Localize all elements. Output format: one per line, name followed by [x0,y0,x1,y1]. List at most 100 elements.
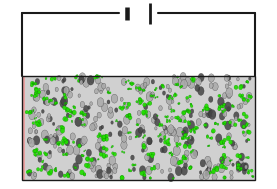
Ellipse shape [127,132,129,134]
Ellipse shape [159,138,163,143]
Ellipse shape [34,82,37,85]
Ellipse shape [169,95,171,97]
Ellipse shape [34,153,36,156]
Ellipse shape [196,78,201,85]
Ellipse shape [42,161,43,163]
Ellipse shape [206,136,209,139]
Ellipse shape [203,170,209,179]
Ellipse shape [205,106,209,111]
Ellipse shape [99,75,101,77]
Ellipse shape [172,77,178,85]
Ellipse shape [79,118,81,120]
Ellipse shape [55,167,57,169]
Ellipse shape [209,137,211,139]
Ellipse shape [55,168,56,170]
Ellipse shape [209,83,213,88]
Ellipse shape [157,96,158,98]
Ellipse shape [248,96,250,98]
Ellipse shape [27,137,32,144]
Ellipse shape [226,136,231,141]
Ellipse shape [139,166,146,174]
Ellipse shape [238,94,242,97]
Ellipse shape [139,101,142,104]
Ellipse shape [227,75,231,81]
Ellipse shape [202,109,204,111]
Ellipse shape [111,94,118,103]
Ellipse shape [58,126,61,131]
Ellipse shape [71,87,73,91]
Ellipse shape [184,120,187,123]
Ellipse shape [73,105,75,108]
Ellipse shape [63,106,66,110]
Ellipse shape [212,170,214,174]
Ellipse shape [240,119,242,122]
Ellipse shape [246,81,248,83]
Ellipse shape [79,170,84,175]
Ellipse shape [138,100,141,105]
Ellipse shape [48,116,52,122]
Ellipse shape [57,142,59,145]
Ellipse shape [240,168,242,170]
Ellipse shape [224,123,225,125]
Ellipse shape [245,124,248,127]
Ellipse shape [63,116,67,121]
Ellipse shape [121,151,123,153]
Ellipse shape [59,143,60,145]
Ellipse shape [38,91,40,93]
Ellipse shape [176,116,179,119]
Ellipse shape [35,78,40,85]
Ellipse shape [171,155,173,156]
Ellipse shape [73,146,80,155]
Ellipse shape [224,156,226,159]
Ellipse shape [162,146,167,153]
Ellipse shape [56,102,58,104]
Ellipse shape [188,122,191,125]
Ellipse shape [181,85,183,87]
Ellipse shape [168,125,174,134]
Ellipse shape [188,121,195,130]
Ellipse shape [227,106,230,111]
Ellipse shape [35,90,38,94]
Ellipse shape [154,89,156,91]
Ellipse shape [171,108,172,110]
Ellipse shape [239,155,242,158]
Ellipse shape [100,90,102,94]
Ellipse shape [207,107,210,111]
Ellipse shape [126,114,128,117]
Ellipse shape [29,111,35,120]
Ellipse shape [180,115,186,123]
Ellipse shape [222,141,225,143]
Ellipse shape [117,121,118,122]
Ellipse shape [36,117,37,119]
Ellipse shape [81,154,83,156]
Ellipse shape [184,150,189,157]
Ellipse shape [222,111,227,117]
Ellipse shape [246,80,248,83]
Ellipse shape [37,122,40,125]
Ellipse shape [90,158,94,162]
Ellipse shape [42,97,46,101]
Ellipse shape [229,121,232,124]
Ellipse shape [190,137,193,141]
Ellipse shape [247,130,251,134]
Ellipse shape [134,164,136,166]
Ellipse shape [148,101,152,105]
Ellipse shape [132,167,135,171]
Ellipse shape [161,125,163,126]
Ellipse shape [138,98,142,102]
Ellipse shape [65,107,68,110]
Ellipse shape [224,157,231,166]
Ellipse shape [86,163,90,168]
Ellipse shape [80,139,85,146]
Ellipse shape [166,84,170,89]
Ellipse shape [144,110,148,114]
Ellipse shape [76,75,78,77]
Ellipse shape [240,120,247,129]
Ellipse shape [224,108,226,111]
Ellipse shape [173,74,176,79]
Ellipse shape [186,110,188,112]
Ellipse shape [34,149,37,153]
Ellipse shape [153,114,158,120]
Ellipse shape [33,109,34,111]
Ellipse shape [83,78,89,87]
